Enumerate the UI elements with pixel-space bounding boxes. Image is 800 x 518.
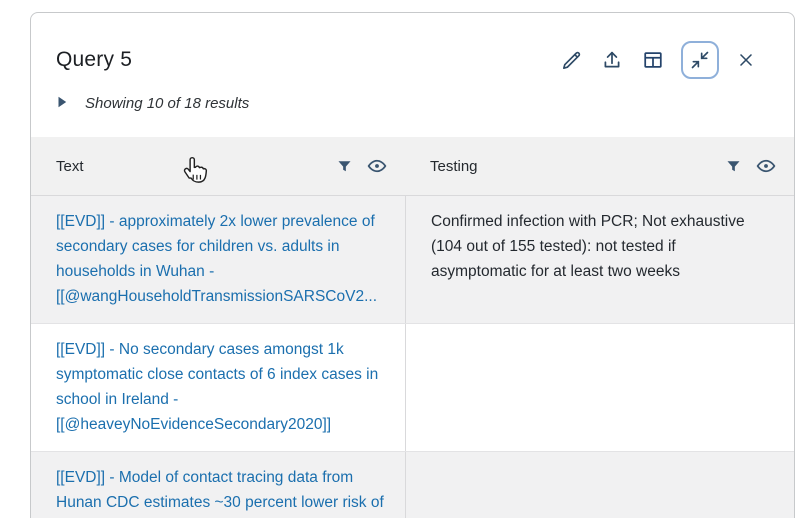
testing-cell[interactable] [405, 324, 794, 451]
column-header-testing[interactable]: Testing [405, 137, 794, 195]
query-panel: Query 5 [30, 12, 795, 518]
panel-header: Query 5 [31, 13, 794, 79]
close-button[interactable] [734, 48, 758, 72]
text-cell-link[interactable]: [[EVD]] - Model of contact tracing data … [56, 469, 384, 511]
table-view-button[interactable] [640, 47, 666, 73]
upload-icon [601, 49, 623, 71]
visibility-eye-icon[interactable] [756, 156, 776, 176]
pencil-icon [561, 50, 582, 71]
close-icon [736, 50, 756, 70]
caret-right-icon [58, 96, 67, 111]
page-title: Query 5 [56, 48, 133, 71]
filter-icon[interactable] [725, 158, 742, 175]
text-cell-link[interactable]: [[EVD]] - approximately 2x lower prevale… [56, 213, 377, 305]
table-icon [642, 49, 664, 71]
results-table: Text Testing [[EVD]] - approximately 2 [31, 137, 794, 518]
collapse-icon [690, 50, 710, 70]
collapse-button[interactable] [681, 41, 719, 79]
results-summary-row: Showing 10 of 18 results [58, 95, 794, 112]
testing-cell[interactable] [405, 452, 794, 518]
testing-cell[interactable]: Confirmed infection with PCR; Not exhaus… [405, 196, 794, 323]
text-cell-link[interactable]: [[EVD]] - No secondary cases amongst 1k … [56, 341, 379, 433]
column-label: Testing [430, 157, 478, 175]
edit-button[interactable] [559, 48, 584, 73]
toolbar [559, 41, 758, 79]
expand-results-button[interactable] [58, 96, 67, 111]
visibility-eye-icon[interactable] [367, 156, 387, 176]
table-row: [[EVD]] - Model of contact tracing data … [31, 452, 794, 518]
filter-icon[interactable] [336, 158, 353, 175]
column-header-text[interactable]: Text [31, 137, 405, 195]
results-summary-text: Showing 10 of 18 results [85, 95, 250, 112]
table-row: [[EVD]] - approximately 2x lower prevale… [31, 196, 794, 324]
upload-button[interactable] [599, 47, 625, 73]
table-row: [[EVD]] - No secondary cases amongst 1k … [31, 324, 794, 452]
column-label: Text [56, 157, 84, 175]
table-header-row: Text Testing [31, 137, 794, 196]
